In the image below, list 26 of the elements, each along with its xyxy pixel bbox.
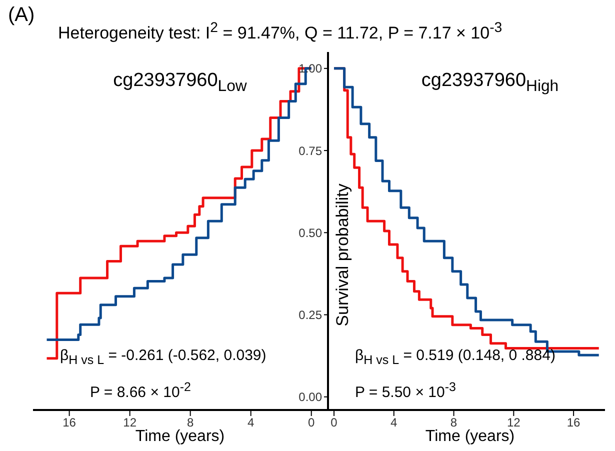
x-tick-label: 12 [123, 416, 137, 430]
annotation: P = 5.50 × 10$^{-3}$ [355, 380, 456, 401]
x-tick-label: 0 [308, 416, 316, 430]
text: cg23937960$_{Low}$ [113, 70, 247, 96]
y-tick-label: 1.00 [298, 62, 322, 76]
x-tick-label: 0 [330, 416, 338, 430]
x-tick-label: 8 [450, 416, 458, 430]
text: (A) [8, 4, 35, 27]
x-tick-label: 8 [186, 416, 194, 430]
text: cg23937960$_{High}$ [421, 70, 559, 96]
x-tick-label: 16 [62, 416, 76, 430]
x-axis-title: Time (years) [425, 428, 515, 446]
y-axis-title: Survival probability [333, 184, 353, 326]
annotation: β$_{H vs L}$ = -0.261 (-0.562, 0.039) [60, 347, 266, 367]
y-tick-label: 0.75 [298, 144, 322, 158]
x-tick-label: 12 [506, 416, 521, 430]
annotation: β$_{H vs L}$ = 0.519 (0.148, 0 .884) [355, 347, 556, 367]
text: Heterogeneity test: I$^{2}$ = 91.47%, Q = 11.72, P = 7.17 × 10$^{-3}$ [58, 20, 502, 44]
y-tick-label: 0.25 [298, 308, 322, 322]
x-tick-label: 4 [390, 416, 398, 430]
y-tick-label: 0.00 [298, 390, 322, 404]
x-axis-title: Time (years) [135, 428, 225, 446]
y-tick-label: 0.50 [298, 226, 322, 240]
annotation: P = 8.66 × 10$^{-2}$ [90, 380, 191, 401]
x-tick-label: 16 [566, 416, 581, 430]
x-tick-label: 4 [248, 416, 254, 430]
